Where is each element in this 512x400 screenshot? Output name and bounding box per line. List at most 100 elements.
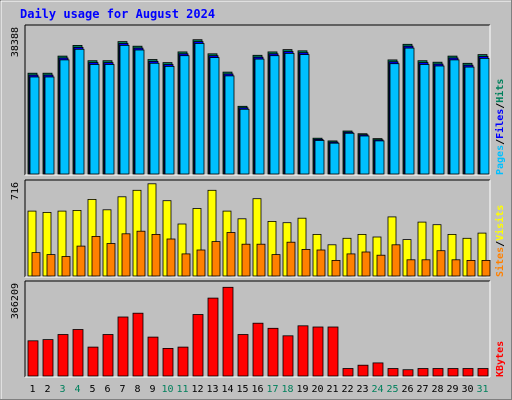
bar-kbytes-day-16 bbox=[252, 322, 264, 377]
x-tick-label-day-31: 31 bbox=[476, 384, 488, 395]
bar-sites-day-28 bbox=[436, 250, 446, 277]
legend-hits: Hits bbox=[494, 79, 506, 103]
bar-pages-day-18 bbox=[284, 53, 295, 175]
bar-sites-day-11 bbox=[181, 253, 191, 277]
bar-pages-day-25 bbox=[389, 63, 400, 175]
bar-pages-day-16 bbox=[254, 58, 265, 175]
panel-legend: Pages/Files/Hits bbox=[494, 79, 506, 175]
bar-kbytes-day-3 bbox=[57, 334, 69, 377]
panel-max-label: 366209 bbox=[10, 283, 21, 319]
bar-kbytes-day-14 bbox=[222, 286, 234, 377]
bar-kbytes-day-15 bbox=[237, 334, 249, 377]
x-tick-label-day-1: 1 bbox=[29, 384, 35, 395]
x-tick-label-day-9: 9 bbox=[149, 384, 155, 395]
panel-legend: Sites/Visits bbox=[494, 205, 506, 277]
x-tick-label-day-26: 26 bbox=[401, 384, 413, 395]
bar-sites-day-2 bbox=[46, 254, 56, 277]
x-tick-label-day-13: 13 bbox=[206, 384, 218, 395]
bar-pages-day-14 bbox=[224, 75, 235, 175]
x-tick-label-day-2: 2 bbox=[44, 384, 50, 395]
bar-kbytes-day-21 bbox=[327, 326, 339, 377]
bar-kbytes-day-1 bbox=[27, 340, 39, 377]
legend-separator: / bbox=[495, 103, 506, 109]
bar-sites-day-16 bbox=[256, 243, 266, 277]
bar-kbytes-day-8 bbox=[132, 312, 144, 377]
bar-pages-day-17 bbox=[269, 55, 280, 175]
bar-sites-day-9 bbox=[151, 233, 161, 277]
x-axis-labels: 1 2 3 4 5 6 7 8 9 10 11 12 13 14 15 16 17 18 19 20 21 22 23 24 2… bbox=[29, 384, 488, 395]
x-tick-label-day-29: 29 bbox=[446, 384, 458, 395]
panel-max-label: 716 bbox=[10, 182, 21, 200]
bar-kbytes-day-11 bbox=[177, 346, 189, 377]
legend-separator: / bbox=[495, 139, 506, 145]
panel-visits: 716 Sites/Visits bbox=[10, 179, 506, 278]
x-tick-label-day-10: 10 bbox=[161, 384, 173, 395]
panel-kbytes: 366209 KBytes bbox=[10, 280, 506, 378]
bar-pages-day-13 bbox=[209, 57, 220, 175]
bar-sites-day-12 bbox=[196, 249, 206, 277]
bar-sites-day-10 bbox=[166, 238, 176, 277]
bar-sites-day-25 bbox=[391, 244, 401, 277]
bar-sites-day-8 bbox=[136, 230, 146, 277]
x-tick-label-day-7: 7 bbox=[119, 384, 125, 395]
bar-kbytes-day-9 bbox=[147, 336, 159, 377]
bar-sites-day-21 bbox=[331, 259, 341, 277]
bar-kbytes-day-18 bbox=[282, 335, 294, 377]
bar-sites-day-20 bbox=[316, 249, 326, 277]
legend-sites: Sites bbox=[494, 247, 506, 277]
bar-sites-day-30 bbox=[466, 259, 476, 277]
bar-pages-day-22 bbox=[344, 132, 355, 175]
bar-sites-day-27 bbox=[421, 259, 431, 277]
bar-kbytes-day-12 bbox=[192, 314, 204, 377]
bar-pages-day-2 bbox=[44, 76, 55, 175]
bar-kbytes-day-7 bbox=[117, 316, 129, 377]
bar-sites-day-17 bbox=[271, 254, 281, 277]
bar-kbytes-day-23 bbox=[357, 364, 369, 377]
x-tick-label-day-21: 21 bbox=[326, 384, 338, 395]
bar-kbytes-day-10 bbox=[162, 347, 174, 377]
bar-sites-day-4 bbox=[76, 245, 86, 277]
bar-pages-day-4 bbox=[74, 48, 85, 175]
x-tick-label-day-25: 25 bbox=[386, 384, 398, 395]
bar-pages-day-21 bbox=[329, 142, 340, 175]
bar-sites-day-7 bbox=[121, 233, 131, 277]
bar-kbytes-day-13 bbox=[207, 297, 219, 377]
bar-kbytes-day-5 bbox=[87, 346, 99, 377]
bar-pages-day-6 bbox=[104, 64, 115, 175]
bar-pages-day-10 bbox=[164, 66, 175, 175]
x-tick-label-day-18: 18 bbox=[281, 384, 293, 395]
bar-pages-day-15 bbox=[239, 108, 250, 175]
x-tick-label-day-4: 4 bbox=[74, 384, 80, 395]
x-tick-label-day-15: 15 bbox=[236, 384, 248, 395]
x-tick-label-day-12: 12 bbox=[191, 384, 203, 395]
bar-pages-day-12 bbox=[194, 43, 205, 175]
bar-pages-day-29 bbox=[449, 59, 460, 175]
x-tick-label-day-22: 22 bbox=[341, 384, 353, 395]
panel-legend: KBytes bbox=[495, 341, 506, 377]
bar-pages-day-1 bbox=[29, 76, 40, 175]
bar-sites-day-3 bbox=[61, 256, 71, 277]
bar-sites-day-13 bbox=[211, 241, 221, 277]
bar-kbytes-day-29 bbox=[447, 368, 459, 377]
bar-sites-day-1 bbox=[31, 252, 41, 277]
bar-kbytes-day-27 bbox=[417, 368, 429, 377]
bar-sites-day-15 bbox=[241, 243, 251, 277]
bar-pages-day-8 bbox=[134, 49, 145, 175]
legend-visits: Visits bbox=[494, 205, 506, 241]
bar-kbytes-day-4 bbox=[72, 329, 84, 377]
bar-pages-day-11 bbox=[179, 55, 190, 175]
bar-pages-day-28 bbox=[434, 65, 445, 175]
bar-pages-day-5 bbox=[89, 64, 100, 175]
bar-sites-day-23 bbox=[361, 251, 371, 277]
bar-kbytes-day-17 bbox=[267, 327, 279, 377]
x-tick-label-day-19: 19 bbox=[296, 384, 308, 395]
bar-pages-day-3 bbox=[59, 59, 70, 175]
panel-hits: 38388 Pages/Files/Hits bbox=[10, 24, 506, 176]
legend-pages: Pages bbox=[495, 145, 506, 175]
bar-sites-day-26 bbox=[406, 259, 416, 277]
bar-sites-day-5 bbox=[91, 235, 101, 277]
panel-max-label: 38388 bbox=[10, 27, 21, 57]
bar-pages-day-19 bbox=[299, 54, 310, 175]
bar-pages-day-26 bbox=[404, 47, 415, 175]
